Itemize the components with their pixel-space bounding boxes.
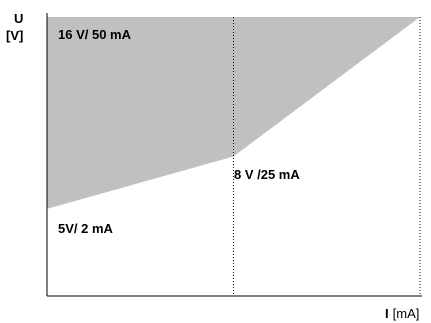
- y-axis-label: U: [14, 11, 23, 26]
- plot-area: [46, 13, 422, 297]
- x-axis-label-unit: [mA]: [393, 306, 420, 321]
- x-axis-label-name: I: [385, 306, 389, 321]
- annotation-16v-50ma: 16 V/ 50 mA: [58, 27, 132, 42]
- y-axis-unit: [V]: [6, 28, 23, 43]
- annotation-8v-25ma: 8 V /25 mA: [234, 167, 300, 182]
- x-axis-label: I [mA]: [385, 306, 419, 321]
- annotation-5v-2ma: 5V/ 2 mA: [58, 221, 114, 236]
- shaded-area: [47, 17, 420, 209]
